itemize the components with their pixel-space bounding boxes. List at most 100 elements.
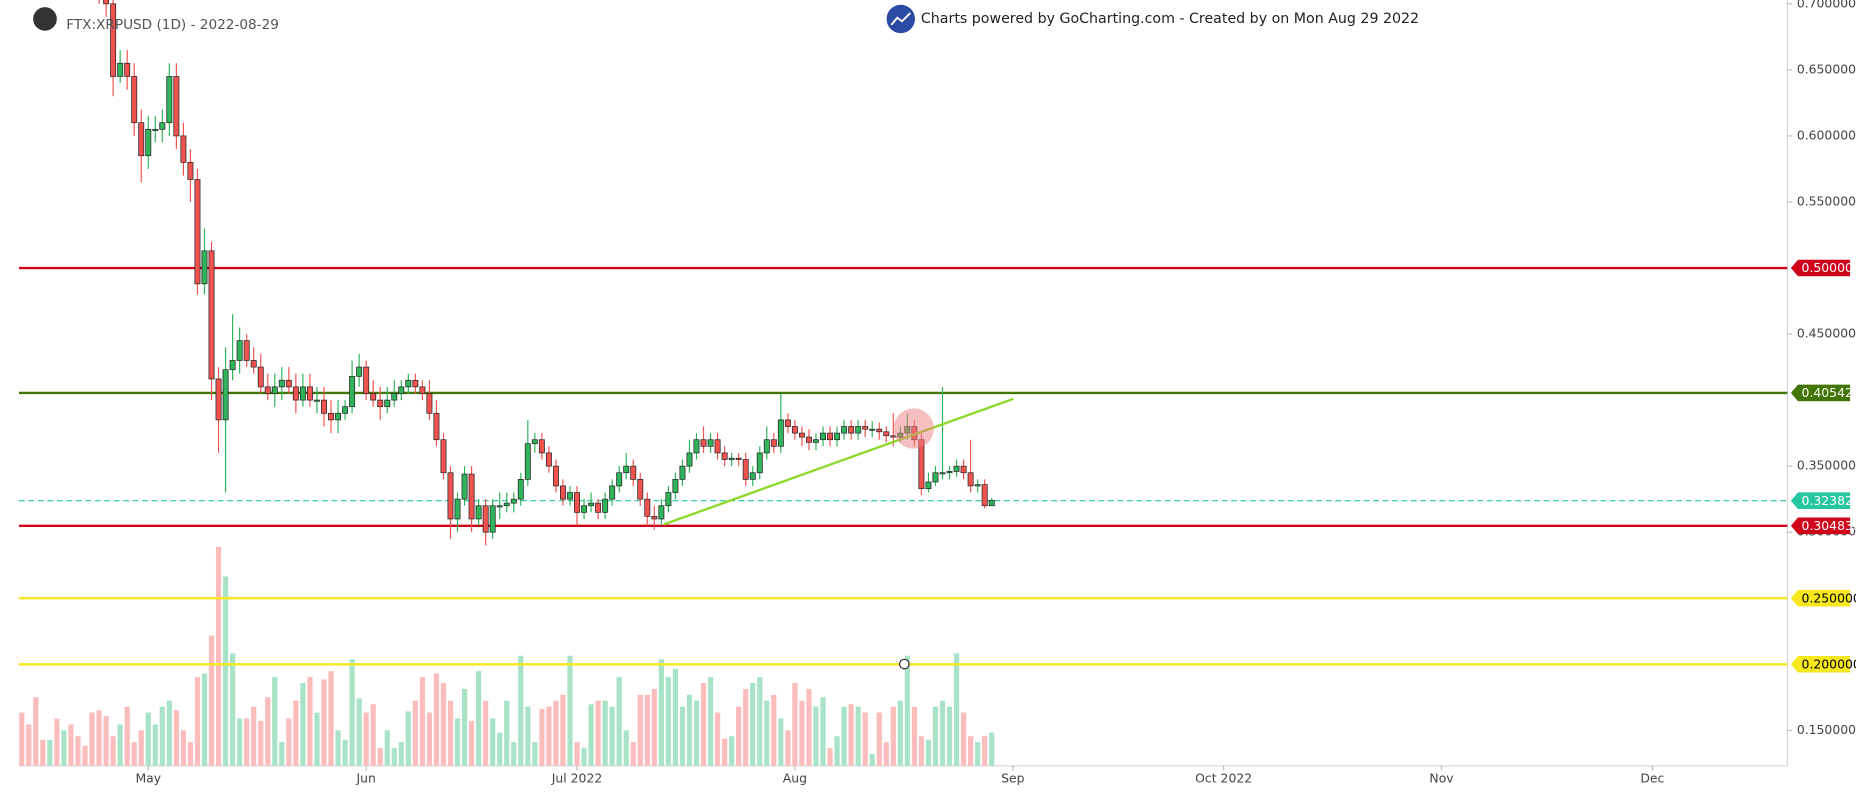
volume-bar xyxy=(876,712,882,766)
candle-body xyxy=(412,379,419,388)
candle-body xyxy=(335,412,341,421)
volume-bar xyxy=(244,718,250,766)
x-tick-label: Nov xyxy=(1429,770,1453,785)
candle-body xyxy=(735,457,742,460)
volume-bar xyxy=(230,653,236,766)
volume-bar xyxy=(33,697,39,766)
candle-body xyxy=(728,457,735,460)
x-tick-label: Aug xyxy=(783,770,807,785)
candle-body xyxy=(391,393,398,401)
candle-body xyxy=(166,76,173,124)
volume-bar xyxy=(103,716,109,766)
volume-bar xyxy=(138,730,144,766)
candle-body xyxy=(967,472,974,487)
volume-bar xyxy=(68,724,74,766)
candle-body xyxy=(714,439,721,454)
candle-body xyxy=(834,432,841,441)
volume-bar xyxy=(180,730,187,766)
candle-body xyxy=(672,478,679,493)
x-tick-label: Jun xyxy=(355,770,375,785)
volume-bar xyxy=(54,718,60,766)
candle-body xyxy=(531,439,538,445)
candle-body xyxy=(363,366,370,394)
volume-bar xyxy=(335,730,341,766)
volume-bar xyxy=(539,709,545,766)
volume-bar xyxy=(419,677,425,766)
candle-body xyxy=(243,340,250,361)
candle-body xyxy=(630,465,637,480)
level-label: 0.323825 xyxy=(1802,493,1856,508)
candle-body xyxy=(721,452,728,460)
candle-body xyxy=(145,128,152,157)
level-label: 0.200000 xyxy=(1802,656,1856,671)
candle-body xyxy=(679,465,686,480)
volume-bar xyxy=(377,748,383,766)
candle-body xyxy=(328,412,334,421)
volume-bar xyxy=(736,706,742,766)
volume-bar xyxy=(743,688,749,766)
candle-body xyxy=(742,459,749,480)
volume-bar xyxy=(714,712,721,766)
volume-bar xyxy=(222,576,229,766)
level-tag xyxy=(1790,655,1851,673)
candle-body xyxy=(574,492,580,513)
axes-layer: 0.150000 0.350000 0.450000 0.550000 0.600000… xyxy=(135,0,1856,785)
volume-bar xyxy=(328,671,334,766)
level-tag xyxy=(1790,384,1851,402)
volume-bar xyxy=(131,742,137,766)
candle-body xyxy=(700,439,707,447)
volume-bar xyxy=(750,682,756,766)
candle-body xyxy=(960,465,967,474)
candle-body xyxy=(468,473,475,520)
candle-body xyxy=(440,439,447,474)
volume-bar xyxy=(476,671,482,766)
candle-body xyxy=(321,399,327,414)
volume-bar xyxy=(370,704,376,766)
volume-bar xyxy=(215,546,222,766)
candle-body xyxy=(152,128,159,131)
candle-body xyxy=(609,485,616,500)
candle-body xyxy=(953,465,960,472)
volume-bar xyxy=(511,742,517,766)
candle-body xyxy=(869,428,876,431)
candle-body xyxy=(482,505,489,533)
candle-body xyxy=(588,502,595,507)
volume-bar xyxy=(447,700,454,766)
volume-bar xyxy=(490,718,496,766)
candle-body xyxy=(208,250,215,380)
volume-bar xyxy=(391,748,397,766)
volume-bar xyxy=(237,718,243,766)
volume-bar xyxy=(729,736,735,766)
volume-bar xyxy=(953,653,960,766)
candle-body xyxy=(398,386,405,394)
volume-bar xyxy=(658,659,664,766)
volume-bar xyxy=(321,679,327,766)
candle-body xyxy=(257,366,264,388)
volume-bar xyxy=(272,677,278,766)
volume-bar xyxy=(757,677,763,766)
candle-body xyxy=(370,393,377,401)
candle-body xyxy=(756,452,763,474)
candle-body xyxy=(988,500,995,507)
volume-bar xyxy=(518,655,524,766)
candle-body xyxy=(665,492,672,507)
candle-body xyxy=(377,399,384,408)
volume-bar xyxy=(890,706,896,766)
volume-bar xyxy=(567,655,573,766)
volume-bar xyxy=(342,739,348,766)
candle-body xyxy=(925,481,932,489)
volume-bar xyxy=(279,742,285,766)
volume-bar xyxy=(504,700,510,766)
candle-body xyxy=(229,360,236,371)
volume-bar xyxy=(820,697,826,766)
x-tick-label: May xyxy=(135,770,161,785)
volume-bar xyxy=(497,732,503,766)
volume-bar xyxy=(722,738,728,766)
candle-body xyxy=(384,399,391,408)
volume-bar xyxy=(911,706,917,766)
candle-body xyxy=(426,393,433,414)
candle-body xyxy=(222,369,229,421)
volume-bar xyxy=(855,706,861,766)
